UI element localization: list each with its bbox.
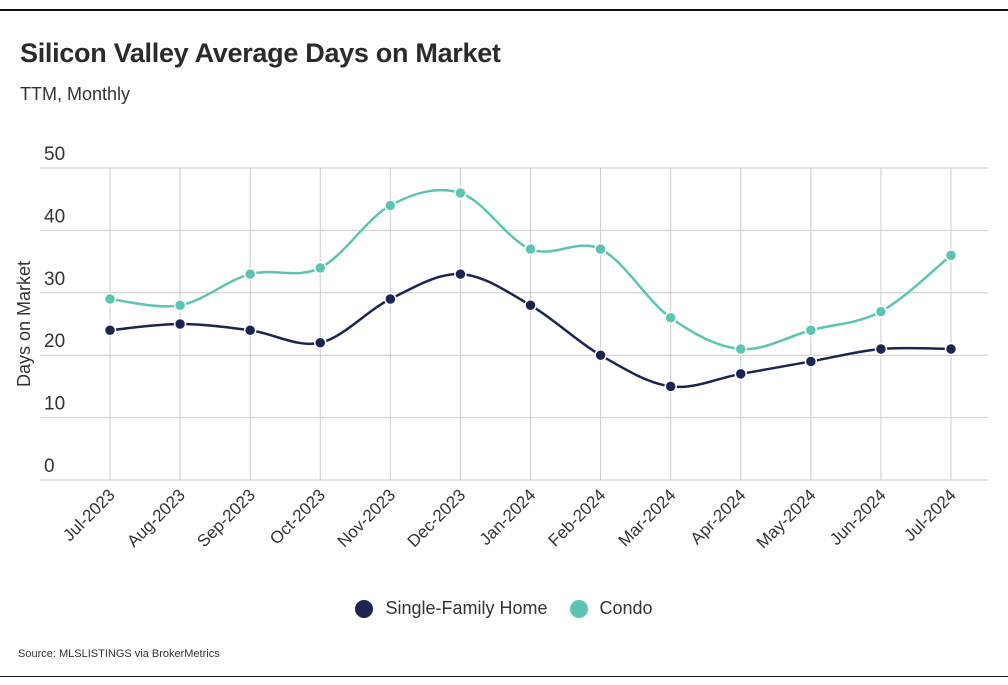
y-tick-label: 50 xyxy=(44,144,65,165)
data-point-single-family xyxy=(944,342,958,356)
source-note: Source: MLSLISTINGS via BrokerMetrics xyxy=(18,648,220,660)
data-point-single-family xyxy=(524,299,537,312)
x-tick-label: Oct-2023 xyxy=(266,485,329,548)
x-tick-label: Mar-2024 xyxy=(615,485,680,550)
data-point-condo xyxy=(664,311,677,325)
legend-swatch-condo xyxy=(569,599,588,618)
y-tick-label: 30 xyxy=(44,269,65,290)
legend-label-single-family: Single-Family Home xyxy=(385,598,548,618)
data-point-condo xyxy=(734,342,747,356)
data-point-single-family xyxy=(594,348,607,362)
data-point-condo xyxy=(173,299,187,312)
data-point-single-family xyxy=(874,342,888,356)
data-point-condo xyxy=(804,323,818,337)
top-rule xyxy=(0,9,1008,11)
data-point-condo xyxy=(944,249,958,262)
data-point-single-family xyxy=(664,380,677,393)
data-point-condo xyxy=(103,292,117,306)
legend-item-condo[interactable]: Condo xyxy=(569,598,653,619)
x-tick-label: Dec-2023 xyxy=(404,485,470,551)
legend: Single-Family Home Condo xyxy=(0,598,1008,619)
data-point-condo xyxy=(314,261,327,275)
x-tick-label: Nov-2023 xyxy=(334,485,400,551)
data-point-single-family xyxy=(103,323,117,337)
chart-title: Silicon Valley Average Days on Market xyxy=(20,38,501,68)
x-tick-label: Jul-2024 xyxy=(900,485,960,545)
x-tick-label: May-2024 xyxy=(753,485,820,552)
data-point-condo xyxy=(384,199,397,212)
line-chart: 0 10 20 30 40 50 Jul-2023 Aug-2023 Sep-2023 Oct-2… xyxy=(14,144,988,552)
x-tick-label: Jun-2024 xyxy=(826,485,890,549)
data-point-single-family xyxy=(173,317,187,331)
data-point-condo xyxy=(594,242,607,256)
data-point-single-family xyxy=(454,267,467,281)
x-tick-label: Jan-2024 xyxy=(476,485,540,549)
data-point-single-family xyxy=(804,355,818,368)
data-point-condo xyxy=(874,305,888,318)
legend-label-condo: Condo xyxy=(599,598,653,618)
data-point-single-family xyxy=(314,336,327,349)
legend-swatch-single-family xyxy=(355,599,374,618)
data-point-condo xyxy=(454,186,467,200)
data-point-single-family xyxy=(734,367,747,381)
x-tick-label: Jul-2023 xyxy=(59,485,119,545)
y-tick-label: 10 xyxy=(44,394,65,415)
legend-item-single-family[interactable]: Single-Family Home xyxy=(355,598,548,619)
data-point-condo xyxy=(524,242,537,256)
y-axis-label: Days on Market xyxy=(14,261,34,387)
data-point-condo xyxy=(243,267,257,281)
bottom-rule xyxy=(0,676,1008,677)
y-tick-label: 40 xyxy=(44,206,65,227)
x-tick-label: Apr-2024 xyxy=(687,485,750,548)
x-tick-label: Feb-2024 xyxy=(545,485,610,550)
data-point-single-family xyxy=(243,323,257,337)
data-point-single-family xyxy=(384,292,397,306)
x-tick-label: Aug-2023 xyxy=(123,485,189,551)
chart-subtitle: TTM, Monthly xyxy=(20,84,131,104)
y-tick-label: 20 xyxy=(44,331,65,352)
x-tick-label: Sep-2023 xyxy=(193,485,259,551)
y-tick-label: 0 xyxy=(44,456,55,477)
